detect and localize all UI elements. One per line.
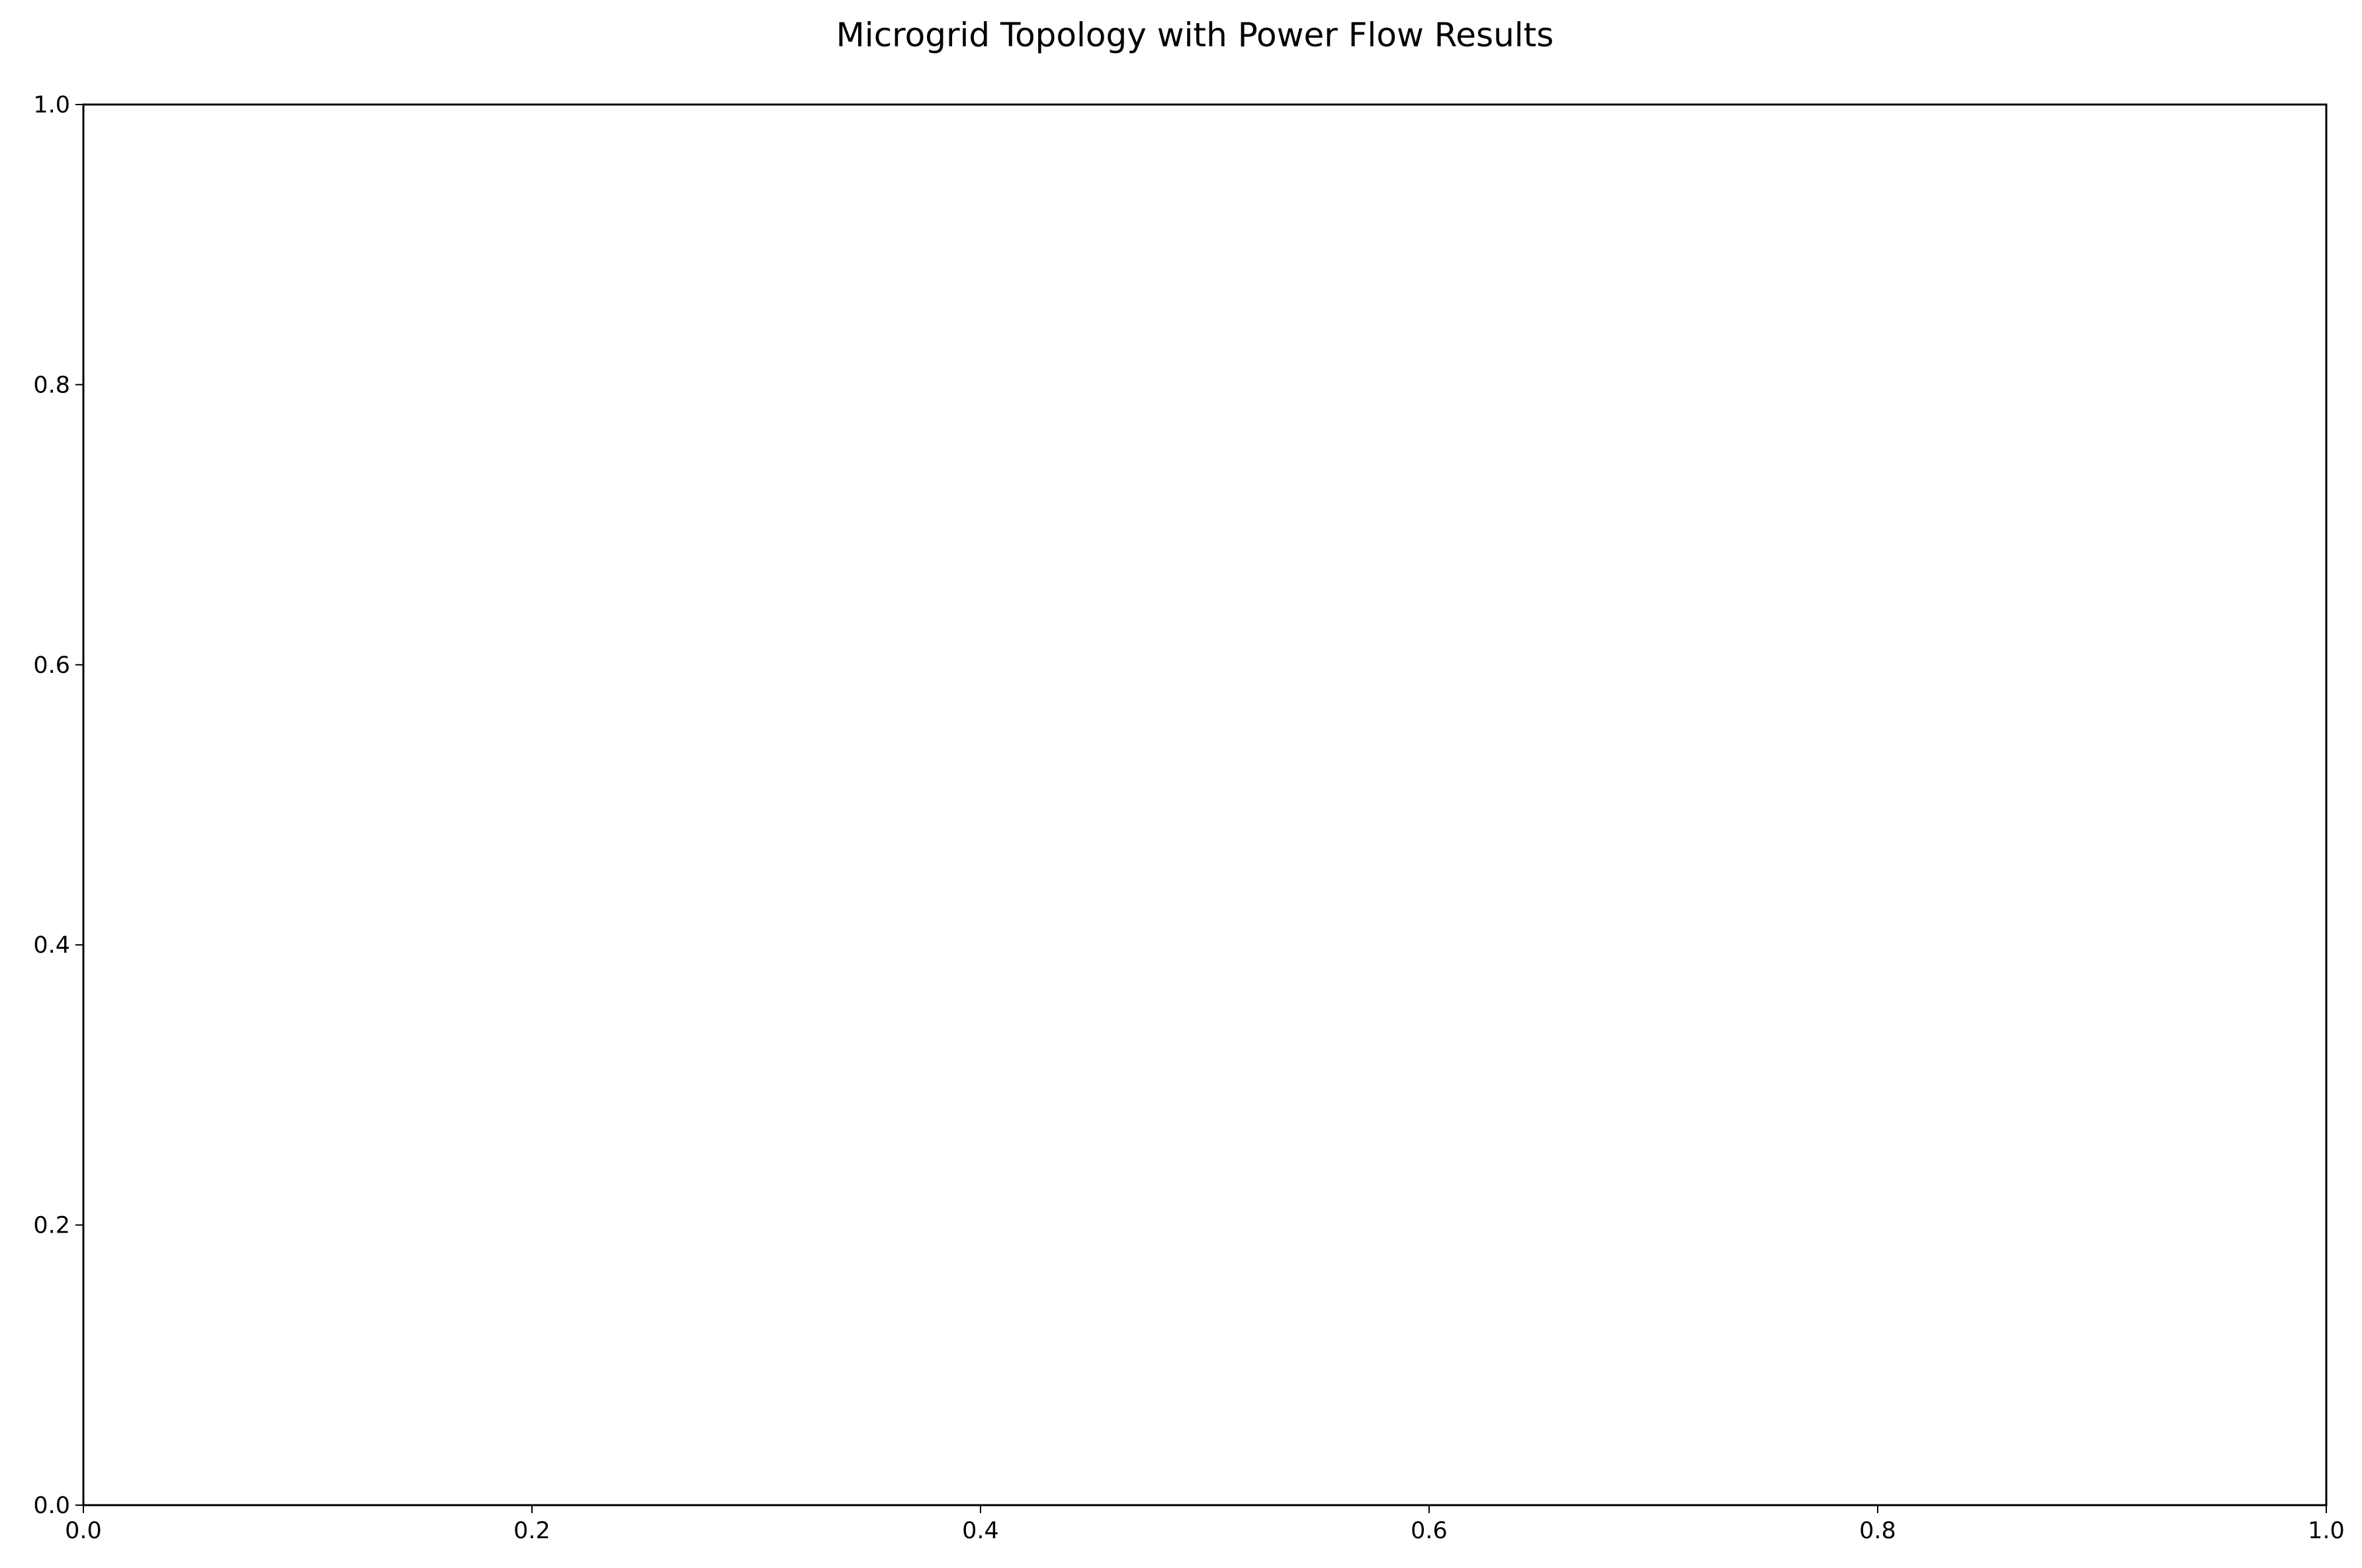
x-tick-label: 0.0 bbox=[65, 1518, 102, 1544]
y-tick-label: 0.6 bbox=[33, 652, 70, 679]
x-tick-label: 1.0 bbox=[2308, 1518, 2345, 1544]
y-tick-label: 0.2 bbox=[33, 1213, 70, 1239]
axes-frame bbox=[82, 103, 2328, 1506]
y-tick-label: 0.8 bbox=[33, 372, 70, 398]
y-tick-label: 0.4 bbox=[33, 932, 70, 959]
x-axis-ticks: 0.0 0.2 0.4 0.6 0.8 1.0 bbox=[65, 1505, 2345, 1544]
x-tick-label: 0.6 bbox=[1411, 1518, 1448, 1544]
y-tick-label: 1.0 bbox=[33, 92, 70, 118]
y-axis-ticks: 0.0 0.2 0.4 0.6 0.8 1.0 bbox=[33, 92, 83, 1519]
x-tick-label: 0.8 bbox=[1859, 1518, 1896, 1544]
x-tick-label: 0.2 bbox=[513, 1518, 550, 1544]
x-tick-label: 0.4 bbox=[962, 1518, 999, 1544]
y-tick-label: 0.0 bbox=[33, 1493, 70, 1519]
chart-title: Microgrid Topology with Power Flow Resul… bbox=[836, 16, 1554, 54]
